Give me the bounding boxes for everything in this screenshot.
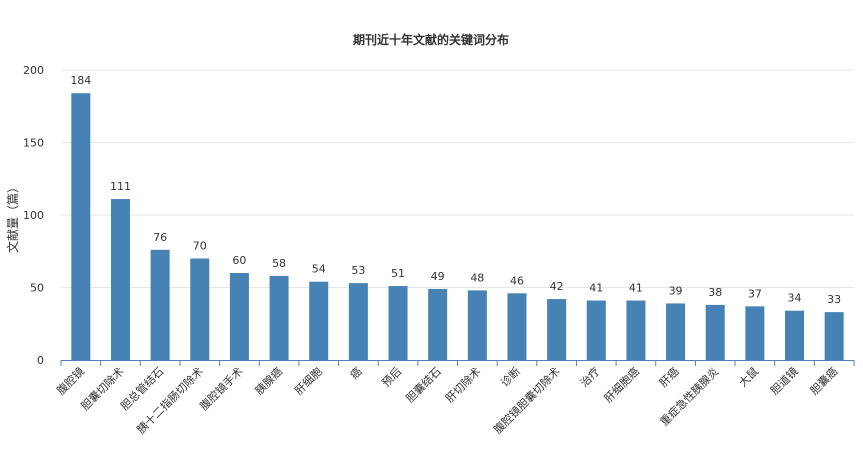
data-label: 46 [510, 274, 524, 287]
x-tick-label: 腹腔镜 [54, 364, 87, 397]
data-label: 53 [351, 264, 365, 277]
x-tick-label: 胆道镜 [767, 364, 800, 397]
data-label: 60 [232, 254, 246, 267]
data-label: 39 [669, 284, 683, 297]
data-label: 51 [391, 267, 405, 280]
data-label: 58 [272, 257, 286, 270]
x-tick-label: 胆囊结石 [403, 364, 444, 405]
bar [428, 288, 448, 360]
data-label: 48 [470, 271, 484, 284]
bar [269, 275, 289, 360]
bar [150, 249, 170, 360]
x-tick-label: 大鼠 [736, 364, 761, 389]
data-label: 76 [153, 231, 167, 244]
data-label: 34 [788, 292, 802, 305]
bar [745, 306, 765, 360]
data-label: 38 [708, 286, 722, 299]
data-labels: 184 111 76 70 60 58 54 53 51 49 48 46 42 41 41 39 38 37 34… [70, 74, 841, 306]
x-axis [60, 360, 855, 366]
y-axis-ticks: 0 50 100 150 200 [23, 64, 44, 367]
bar [388, 286, 408, 360]
data-label: 111 [110, 180, 131, 193]
y-axis-title: 文献量（篇） [5, 181, 20, 253]
data-label: 54 [312, 263, 326, 276]
x-tick-label: 诊断 [498, 364, 523, 389]
bar [785, 310, 805, 360]
bar [586, 300, 606, 360]
y-tick-label: 0 [37, 354, 44, 367]
data-label: 70 [193, 240, 207, 253]
x-tick-label: 肝细胞 [292, 365, 325, 398]
y-tick-label: 150 [23, 137, 44, 150]
x-tick-label: 肝细胞癌 [601, 364, 642, 405]
y-tick-label: 100 [23, 209, 44, 222]
bar [190, 258, 210, 360]
x-tick-label: 肝切除术 [442, 364, 483, 405]
gridlines [61, 69, 854, 288]
data-label: 42 [550, 280, 564, 293]
bar [110, 199, 130, 360]
bar [229, 273, 249, 360]
bar [309, 281, 329, 360]
y-tick-label: 50 [30, 282, 44, 295]
x-tick-label: 治疗 [577, 364, 602, 389]
x-tick-label: 腹腔镜胆囊切除术 [491, 364, 563, 436]
x-tick-label: 预后 [379, 365, 404, 390]
data-label: 49 [431, 270, 445, 283]
x-tick-label: 腹腔镜手术 [197, 364, 246, 413]
x-tick-label: 胰十二指肠切除术 [134, 364, 206, 436]
data-label: 41 [589, 282, 603, 295]
bar [626, 300, 646, 360]
x-tick-label: 胆囊癌 [807, 364, 840, 397]
bar [824, 312, 844, 360]
data-label: 37 [748, 287, 762, 300]
bar [666, 303, 686, 360]
bar [507, 293, 527, 360]
x-axis-ticks: 腹腔镜胆囊切除术胆总管结石胰十二指肠切除术腹腔镜手术 胰腺癌 肝细胞癌预后 胆囊结石肝… [54, 364, 841, 436]
data-label: 41 [629, 282, 643, 295]
bar [547, 299, 567, 360]
y-tick-label: 200 [23, 64, 44, 77]
data-label: 33 [827, 293, 841, 306]
x-tick-label: 肝癌 [656, 364, 681, 389]
bar [348, 283, 368, 360]
chart-title: 期刊近十年文献的关键词分布 [353, 32, 509, 47]
x-tick-label: 癌 [347, 364, 365, 382]
bar [705, 304, 725, 360]
x-tick-label: 胰腺癌 [252, 364, 285, 397]
bars [71, 93, 844, 360]
data-label: 184 [70, 74, 91, 87]
bar [467, 290, 487, 360]
bar [71, 93, 91, 360]
